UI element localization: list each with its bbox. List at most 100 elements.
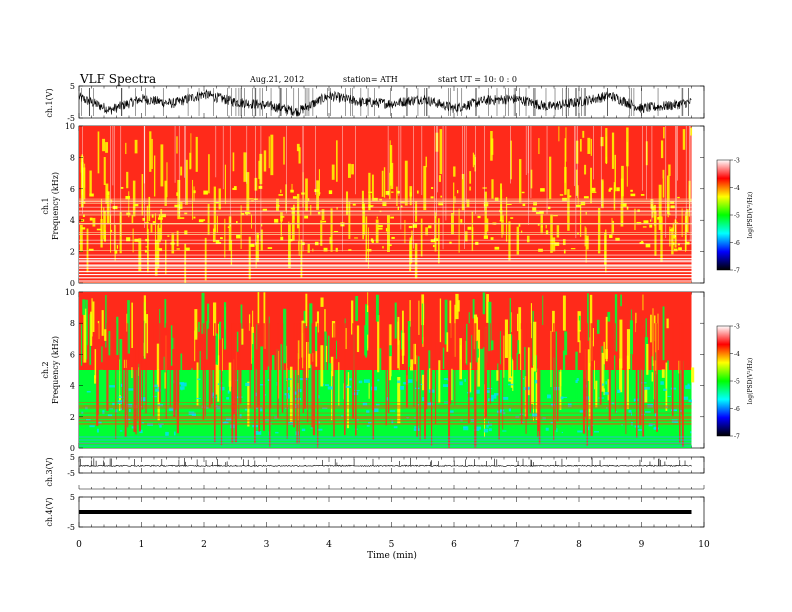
spec-cell [579, 139, 582, 152]
spec-cell [125, 142, 127, 155]
spec-cell [290, 207, 296, 210]
spec-cell [307, 198, 310, 202]
spec-cell [291, 212, 295, 214]
spec-cell [342, 126, 343, 252]
spec-cell [612, 220, 615, 234]
spec-cell [677, 196, 680, 199]
spec-cell [671, 227, 674, 255]
spec-cell [84, 163, 86, 188]
spec-cell [615, 237, 620, 241]
spec-cell [521, 191, 525, 194]
spec-cell [480, 348, 484, 382]
spec-cell [143, 295, 146, 321]
x-tick-label: 0 [76, 540, 82, 550]
spec-cell [419, 323, 421, 441]
spec-cell [263, 394, 267, 396]
spec-cell [252, 310, 254, 345]
spec-cell [590, 167, 592, 204]
spec-cell [476, 316, 478, 330]
spec-cell [404, 219, 406, 244]
spec-cell [185, 247, 190, 251]
y-tick-label: 5 [70, 453, 75, 462]
spec-cell [535, 212, 541, 215]
spec-cell [641, 240, 644, 243]
spec-cell [390, 216, 394, 219]
spec-cell [291, 183, 293, 191]
spec-cell [449, 300, 452, 339]
spec-cell [515, 415, 520, 419]
spec-cell [637, 429, 642, 431]
spec-cell [527, 347, 531, 396]
spec-cell [135, 323, 137, 435]
spec-cell [586, 349, 590, 381]
spec-cell [482, 370, 486, 417]
spec-cell [213, 302, 217, 336]
spec-cell [630, 412, 632, 416]
spec-cell [611, 401, 615, 405]
spec-cell [218, 321, 222, 340]
spec-cell [538, 248, 543, 252]
spec-cell [304, 378, 308, 420]
spec-cell [475, 126, 476, 215]
spec-cell [258, 323, 261, 432]
spec-cell [644, 386, 650, 390]
spec-cell [595, 380, 598, 408]
spec-cell [553, 323, 555, 441]
spec-cell [377, 315, 380, 373]
spec-cell [640, 194, 645, 196]
x-tick-label: 10 [698, 540, 710, 550]
spec-cell [563, 249, 566, 254]
spec-cell [600, 136, 604, 147]
spec-cell [510, 140, 512, 180]
spec-cell [157, 225, 160, 268]
spec-cell [616, 187, 620, 192]
spec-cell [164, 299, 167, 328]
spec-cell [320, 297, 324, 307]
spec-cell [524, 346, 526, 373]
spec-cell [418, 300, 420, 335]
spec-cell [689, 126, 691, 242]
spec-cell [682, 396, 689, 400]
spec-cell [248, 212, 251, 215]
spec-cell [499, 409, 505, 412]
spec-cell [248, 314, 251, 331]
spec-cell [174, 126, 176, 183]
spec-cell [248, 236, 251, 280]
spec-cell [391, 376, 394, 423]
spec-cell [131, 302, 133, 348]
spec-cell [429, 368, 432, 390]
spec-cell [331, 164, 335, 180]
spec-cell [611, 217, 613, 238]
spec-cell [554, 242, 560, 246]
spec-cell [666, 318, 669, 329]
spec-cell [651, 372, 654, 382]
spec-cell [509, 297, 511, 350]
spec-cell [625, 323, 627, 435]
spec-cell [301, 428, 306, 432]
spec-cell [675, 126, 676, 238]
spec-cell [232, 152, 235, 172]
spec-cell [498, 323, 500, 440]
spec-cell [354, 237, 358, 239]
spec-cell [425, 323, 428, 410]
spec-cell [540, 225, 543, 228]
spec-cell [100, 198, 103, 221]
spec-cell [685, 385, 691, 390]
spec-cell [522, 378, 525, 380]
spec-cell [650, 314, 652, 343]
spec-cell [82, 299, 86, 315]
spec-cell [560, 396, 564, 400]
spec-cell [385, 228, 388, 232]
spec-cell [584, 164, 587, 175]
x-tick-label: 6 [451, 540, 457, 550]
spec-cell [315, 126, 316, 195]
spec-cell [575, 140, 579, 164]
spec-cell [386, 397, 390, 401]
y-tick-label: 5 [70, 82, 75, 91]
spec-cell [459, 345, 462, 360]
spec-cell [132, 180, 136, 217]
spec-cell [318, 420, 320, 425]
spec-cell [510, 334, 513, 377]
colorbar-gradient [716, 325, 731, 437]
ch1-waveform-panel: 5 -5 [67, 82, 705, 123]
